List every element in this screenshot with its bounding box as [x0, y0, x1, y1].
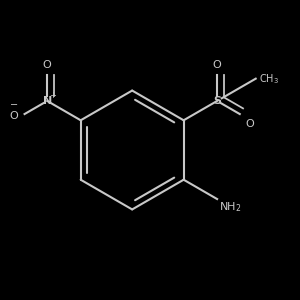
Text: −: −: [11, 100, 19, 110]
Text: O: O: [43, 60, 52, 70]
Text: N: N: [43, 96, 52, 106]
Text: S: S: [213, 96, 221, 106]
Text: O: O: [10, 111, 19, 121]
Text: +: +: [49, 91, 56, 100]
Text: CH$_3$: CH$_3$: [259, 72, 279, 86]
Text: O: O: [213, 60, 221, 70]
Text: NH$_2$: NH$_2$: [219, 200, 241, 214]
Text: O: O: [246, 119, 255, 129]
